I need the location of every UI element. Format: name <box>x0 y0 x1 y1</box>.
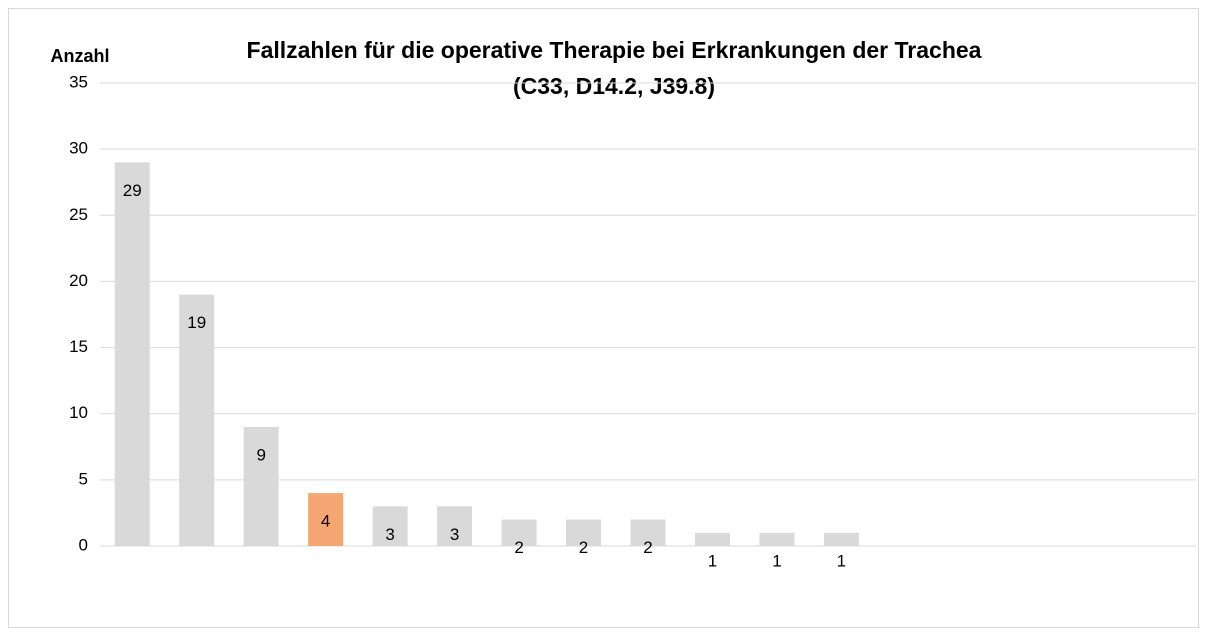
data-label: 2 <box>579 538 588 557</box>
y-tick-label: 30 <box>69 139 88 158</box>
y-tick-label: 25 <box>69 205 88 224</box>
bar <box>308 493 344 546</box>
data-label: 2 <box>514 538 523 557</box>
y-tick-label: 0 <box>79 535 88 554</box>
bar <box>694 532 730 546</box>
data-label: 19 <box>187 313 206 332</box>
bar <box>114 162 150 546</box>
y-tick-label: 15 <box>69 337 88 356</box>
y-axis-label: Anzahl <box>50 46 109 66</box>
y-tick-label: 5 <box>79 469 88 488</box>
bar <box>566 519 602 546</box>
bar <box>437 506 473 546</box>
chart-title: (C33, D14.2, J39.8) <box>513 73 715 99</box>
bar <box>179 294 215 546</box>
bar <box>759 532 795 546</box>
bar <box>372 506 408 546</box>
bar <box>243 426 279 546</box>
bar <box>823 532 859 546</box>
data-label: 9 <box>256 445 265 464</box>
data-label: 4 <box>321 512 330 531</box>
bar <box>501 519 537 546</box>
data-label: 1 <box>772 551 781 570</box>
data-label: 2 <box>643 538 652 557</box>
bar <box>630 519 666 546</box>
data-label: 3 <box>450 525 459 544</box>
y-tick-label: 35 <box>69 72 88 91</box>
data-label: 1 <box>708 551 717 570</box>
chart-title: Fallzahlen für die operative Therapie be… <box>247 37 982 63</box>
data-label: 1 <box>837 551 846 570</box>
y-tick-label: 10 <box>69 403 88 422</box>
data-label: 29 <box>123 181 142 200</box>
y-tick-label: 20 <box>69 271 88 290</box>
data-label: 3 <box>385 525 394 544</box>
